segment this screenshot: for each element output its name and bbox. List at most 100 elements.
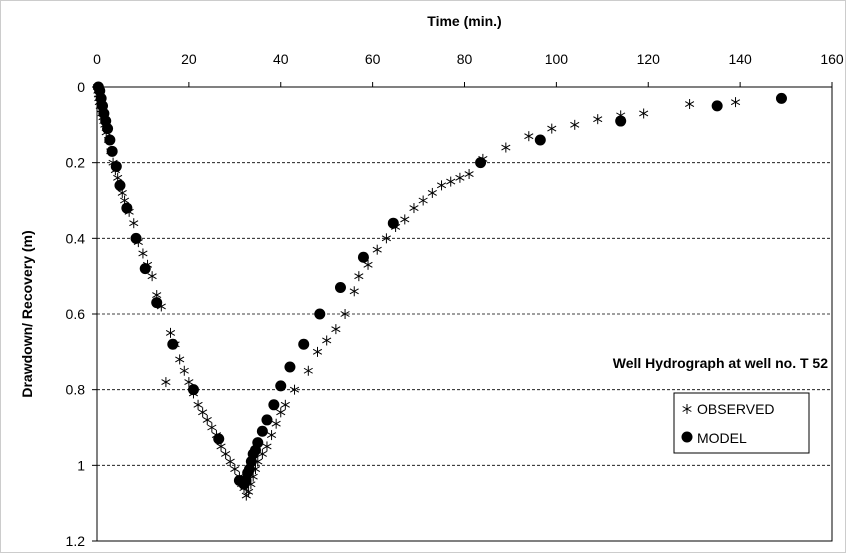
- data-point-observed: [340, 309, 350, 319]
- data-point-model: [775, 92, 787, 104]
- x-tick-label: 40: [273, 51, 289, 67]
- data-point-observed: [165, 327, 176, 338]
- y-tick-label: 0.4: [66, 230, 86, 246]
- data-point-observed: [175, 354, 185, 365]
- data-point-observed: [322, 335, 332, 346]
- data-point-observed: [184, 377, 194, 388]
- data-point-model: [615, 115, 627, 127]
- data-point-model: [387, 217, 399, 229]
- data-point-observed: [271, 418, 281, 429]
- data-point-model: [139, 263, 151, 275]
- data-point-observed: [501, 142, 511, 153]
- data-point-model: [534, 134, 546, 146]
- legend-marker-model: [681, 431, 693, 443]
- data-point-observed: [455, 172, 465, 183]
- data-point-observed: [230, 464, 240, 475]
- legend-label-observed: OBSERVED: [697, 401, 775, 417]
- data-point-observed: [312, 346, 323, 357]
- y-tick-label: 0.2: [66, 155, 86, 171]
- legend-box: [673, 392, 810, 454]
- x-tick-label: 80: [457, 51, 473, 67]
- legend: OBSERVED MODEL: [673, 392, 810, 454]
- data-point-model: [167, 338, 179, 350]
- circle-marker-icon: [681, 431, 693, 443]
- data-point-observed: [280, 399, 290, 410]
- data-point-model: [268, 399, 280, 411]
- x-axis-title: Time (min.): [427, 13, 501, 29]
- data-point-model: [130, 232, 142, 244]
- data-point-model: [213, 433, 225, 445]
- data-point-model: [110, 160, 122, 172]
- data-point-observed: [685, 99, 695, 110]
- data-point-observed: [262, 441, 272, 452]
- data-point-observed: [570, 119, 580, 130]
- data-point-observed: [524, 131, 534, 142]
- y-tick-label: 1: [77, 457, 85, 473]
- data-point-model: [187, 384, 199, 396]
- asterisk-marker-icon: [682, 404, 692, 414]
- grid-lines: [97, 162, 832, 466]
- data-point-model: [114, 179, 126, 191]
- data-point-observed: [381, 233, 391, 244]
- data-point-observed: [276, 407, 286, 418]
- data-point-model: [298, 338, 310, 350]
- data-point-observed: [331, 324, 341, 335]
- data-point-model: [121, 202, 133, 214]
- data-point-observed: [349, 286, 359, 297]
- data-point-observed: [225, 456, 235, 467]
- data-point-observed: [179, 365, 189, 376]
- data-point-observed: [289, 384, 300, 395]
- data-point-model: [357, 251, 369, 263]
- data-point-observed: [593, 114, 603, 125]
- data-point-observed: [244, 486, 254, 497]
- data-point-observed: [221, 448, 231, 459]
- x-tick-label: 100: [545, 51, 569, 67]
- data-point-observed: [138, 248, 148, 259]
- data-point-model: [284, 361, 296, 373]
- data-point-observed: [446, 176, 456, 187]
- data-point-model: [314, 308, 326, 320]
- x-tick-label: 120: [637, 51, 661, 67]
- series-model: [92, 81, 787, 490]
- data-point-model: [275, 380, 287, 392]
- legend-marker-observed: [682, 404, 692, 414]
- data-point-observed: [266, 430, 277, 441]
- data-point-model: [475, 157, 487, 169]
- data-point-observed: [193, 399, 203, 410]
- data-point-observed: [303, 365, 313, 376]
- data-point-observed: [639, 108, 649, 119]
- axis-ticks: 0 0.2 0.4 0.6 0.8 1 1.2 0 20 40 60 80 100 120 140 160: [66, 51, 844, 549]
- data-point-observed: [363, 259, 373, 270]
- y-tick-label: 0.8: [66, 382, 86, 398]
- data-point-model: [151, 297, 163, 309]
- data-point-observed: [730, 97, 741, 108]
- legend-label-model: MODEL: [697, 430, 747, 446]
- data-point-observed: [198, 407, 208, 418]
- data-point-observed: [464, 169, 474, 180]
- y-tick-label: 1.2: [66, 533, 86, 549]
- x-tick-label: 0: [93, 51, 101, 67]
- data-point-observed: [161, 377, 171, 388]
- data-points: [92, 81, 787, 501]
- data-point-model: [711, 100, 723, 112]
- data-point-model: [106, 145, 118, 157]
- data-point-observed: [547, 123, 557, 134]
- data-point-observed: [436, 180, 447, 191]
- data-point-model: [256, 425, 268, 437]
- data-point-observed: [418, 195, 428, 206]
- data-point-model: [104, 134, 116, 146]
- y-axis-title: Drawdown/ Recovery (m): [19, 230, 35, 397]
- x-tick-label: 160: [820, 51, 844, 67]
- data-point-model: [252, 437, 264, 449]
- data-point-model: [334, 282, 346, 294]
- y-tick-label: 0.6: [66, 306, 86, 322]
- data-point-observed: [409, 203, 419, 214]
- data-point-observed: [147, 271, 157, 282]
- chart-annotation: Well Hydrograph at well no. T 52: [613, 355, 828, 371]
- x-tick-label: 20: [181, 51, 197, 67]
- x-tick-label: 60: [365, 51, 381, 67]
- x-tick-label: 140: [728, 51, 752, 67]
